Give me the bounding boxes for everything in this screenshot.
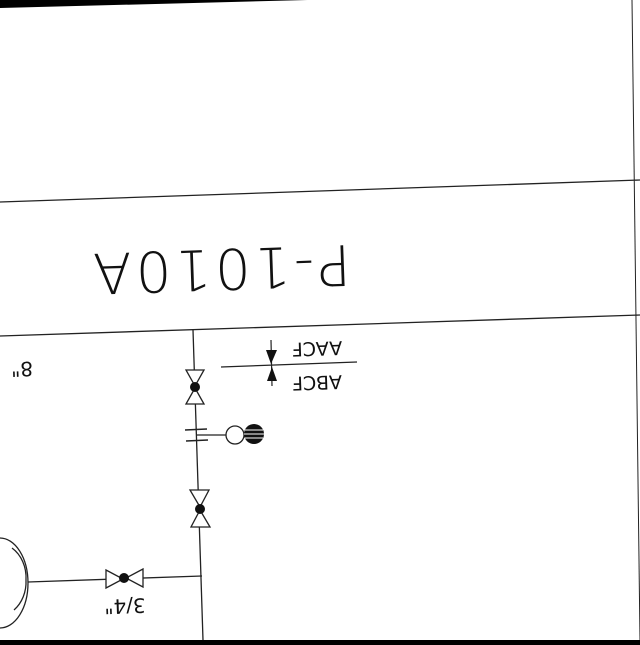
sheet-right-edge [631, 0, 640, 641]
instrument-filled-symbol [244, 424, 264, 444]
instrument-bubble [225, 425, 245, 445]
horizontal-gate-valve [105, 567, 144, 590]
upper-gate-valve [184, 369, 206, 405]
spec-break-line [220, 361, 358, 368]
lower-gate-valve [188, 489, 212, 528]
piping-class-top: AACF [291, 336, 342, 360]
flange-pair [184, 428, 209, 442]
equipment-tag-group: P-1010A [88, 231, 352, 305]
title-block-top-line [0, 179, 640, 203]
vessel-outline [0, 537, 29, 629]
title-block-bottom-line [0, 314, 640, 337]
equipment-tag: P-1010A [88, 231, 352, 305]
line-size-bottom: 3/4" [104, 593, 146, 618]
line-size-left: 8" [11, 357, 34, 382]
spec-break-arrows [266, 339, 277, 387]
piping-class-bottom: ABCF [292, 370, 343, 394]
